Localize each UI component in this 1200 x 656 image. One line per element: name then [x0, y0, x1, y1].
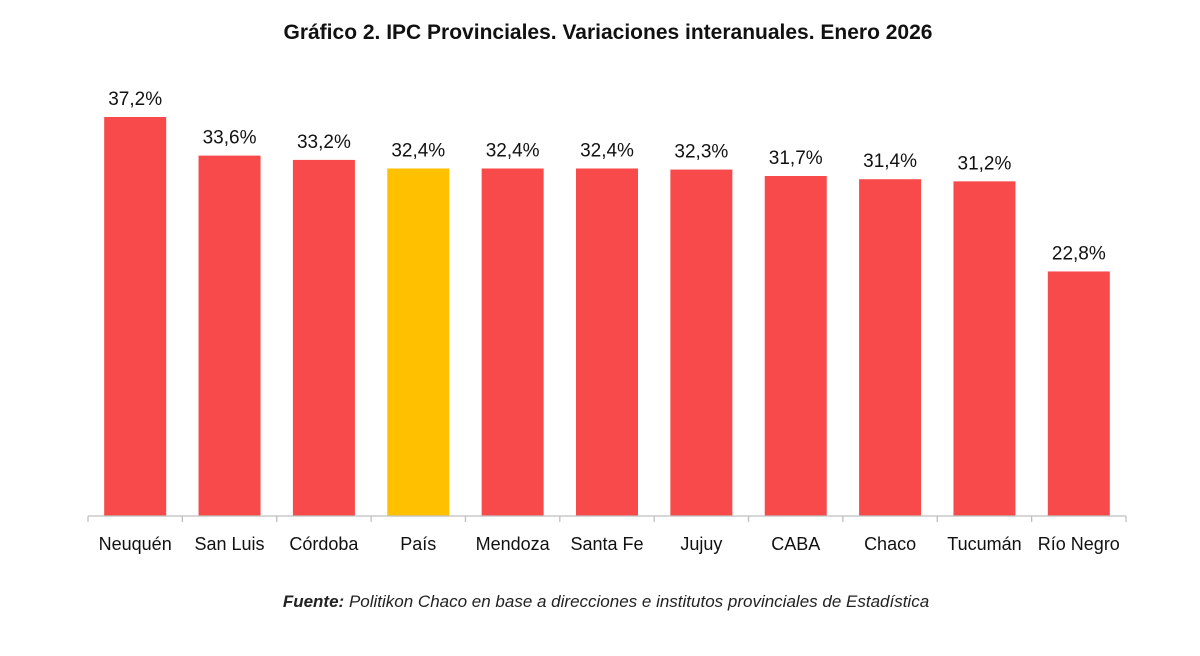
category-label-neuquen: Neuquén [99, 534, 172, 554]
value-label-neuquen: 37,2% [108, 89, 162, 110]
value-label-mendoza: 32,4% [486, 140, 540, 161]
value-labels: 37,2% 33,6% 33,2% 32,4% 32,4% 32,4% 32,3% 31,7%… [108, 89, 1106, 264]
chart-title: Gráfico 2. IPC Provinciales. Variaciones… [284, 21, 933, 44]
bar-jujuy [670, 169, 733, 516]
bar-neuquen [104, 117, 167, 516]
source-text: Politikon Chaco en base a direcciones e … [344, 592, 929, 611]
value-label-rio-negro: 22,8% [1052, 243, 1106, 264]
value-label-tucuman: 31,2% [958, 153, 1012, 174]
category-label-cordoba: Córdoba [289, 534, 359, 554]
category-labels: Neuquén San Luis Córdoba País Mendoza Santa F… [99, 534, 1120, 554]
source-note: Fuente: Politikon Chaco en base a direcc… [283, 592, 929, 611]
category-label-jujuy: Jujuy [680, 534, 722, 554]
value-label-jujuy: 32,3% [674, 142, 728, 163]
category-label-santa-fe: Santa Fe [570, 534, 643, 554]
value-label-chaco: 31,4% [863, 151, 917, 172]
bar-rio-negro [1047, 271, 1110, 516]
category-label-tucuman: Tucumán [947, 534, 1021, 554]
x-axis-ticks [87, 516, 1127, 522]
bar-cordoba [292, 159, 355, 516]
bar-santa-fe [576, 168, 638, 516]
category-label-rio-negro: Río Negro [1038, 534, 1120, 554]
value-label-pais: 32,4% [391, 140, 445, 161]
category-label-pais: País [400, 534, 436, 554]
category-label-caba: CABA [771, 534, 820, 554]
bar-san-luis [198, 155, 261, 516]
value-label-caba: 31,7% [769, 148, 823, 169]
value-label-cordoba: 33,2% [297, 132, 351, 153]
bar-caba [764, 175, 827, 516]
bar-mendoza [481, 168, 544, 516]
bar-pais [387, 168, 450, 516]
category-label-chaco: Chaco [864, 534, 916, 554]
value-label-san-luis: 33,6% [203, 128, 257, 149]
category-label-san-luis: San Luis [195, 534, 265, 554]
source-label: Fuente: [283, 592, 344, 611]
bar-tucuman [953, 181, 1016, 516]
bar-chaco [859, 179, 922, 517]
bars-group [104, 117, 1110, 517]
category-label-mendoza: Mendoza [476, 534, 551, 554]
value-label-santa-fe: 32,4% [580, 140, 634, 161]
